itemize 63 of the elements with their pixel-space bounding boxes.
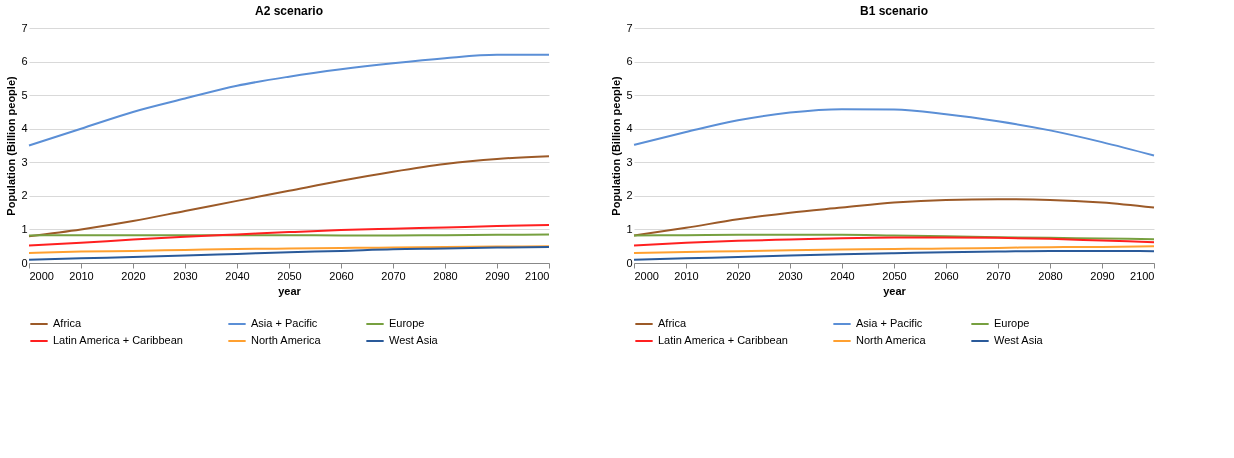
line-series xyxy=(28,245,550,254)
y-tick-label: 4 xyxy=(626,122,633,135)
legend-label: Africa xyxy=(658,317,687,329)
y-tick-label: 1 xyxy=(21,222,28,235)
y-tick-label: 4 xyxy=(21,122,28,135)
x-tick-label: 2030 xyxy=(173,269,198,282)
x-tick-label: 2040 xyxy=(225,269,250,282)
x-tick-label: 2040 xyxy=(830,269,855,282)
x-tick-label: 2060 xyxy=(934,269,959,282)
y-tick-label: 5 xyxy=(21,88,28,101)
x-tick-label: 2010 xyxy=(69,269,94,282)
legend-label: Asia + Pacific xyxy=(856,317,923,329)
y-axis-title: Population (Billion people) xyxy=(5,76,18,216)
x-tick-label: 2010 xyxy=(674,269,699,282)
x-tick-label: 2070 xyxy=(381,269,406,282)
y-tick-label: 3 xyxy=(626,155,633,168)
line-series xyxy=(28,224,550,247)
x-tick-label: 2000 xyxy=(29,269,54,282)
x-tick-label: 2060 xyxy=(329,269,354,282)
legend-label: North America xyxy=(251,334,322,346)
legend-label: Africa xyxy=(53,317,82,329)
chart-title: B1 scenario xyxy=(859,4,929,18)
line-series xyxy=(28,53,550,147)
legend-label: North America xyxy=(856,334,927,346)
x-axis-title: year xyxy=(278,284,302,297)
x-tick-label: 2020 xyxy=(121,269,146,282)
legend-label: Asia + Pacific xyxy=(251,317,318,329)
x-tick-label: 2090 xyxy=(1090,269,1115,282)
x-tick-label: 2050 xyxy=(277,269,302,282)
line-series xyxy=(28,155,550,238)
x-tick-label: 2100 xyxy=(1130,269,1155,282)
line-series xyxy=(633,245,1155,254)
legend-label: West Asia xyxy=(389,334,439,346)
y-tick-label: 2 xyxy=(21,189,28,202)
legend-label: Latin America + Caribbean xyxy=(53,334,183,346)
x-tick-label: 2080 xyxy=(433,269,458,282)
line-series xyxy=(633,108,1155,157)
chart-title: A2 scenario xyxy=(254,4,324,18)
x-tick-label: 2080 xyxy=(1038,269,1063,282)
y-tick-label: 3 xyxy=(21,155,28,168)
y-tick-label: 7 xyxy=(626,21,633,34)
x-axis-title: year xyxy=(883,284,907,297)
legend-label: Europe xyxy=(389,317,425,329)
x-tick-label: 2090 xyxy=(485,269,510,282)
y-tick-label: 6 xyxy=(21,55,28,68)
y-tick-label: 0 xyxy=(626,256,633,269)
legend-label: Latin America + Caribbean xyxy=(658,334,788,346)
legend-label: West Asia xyxy=(994,334,1044,346)
x-tick-label: 2020 xyxy=(726,269,751,282)
x-tick-label: 2000 xyxy=(634,269,659,282)
y-tick-label: 5 xyxy=(626,88,633,101)
line-series xyxy=(633,236,1155,247)
y-tick-label: 6 xyxy=(626,55,633,68)
x-tick-label: 2050 xyxy=(882,269,907,282)
y-tick-label: 2 xyxy=(626,189,633,202)
y-tick-label: 7 xyxy=(21,21,28,34)
y-tick-label: 0 xyxy=(21,256,28,269)
y-axis-title: Population (Billion people) xyxy=(610,76,623,216)
x-tick-label: 2070 xyxy=(986,269,1011,282)
x-tick-label: 2030 xyxy=(778,269,803,282)
legend-label: Europe xyxy=(994,317,1030,329)
x-tick-label: 2100 xyxy=(525,269,550,282)
y-tick-label: 1 xyxy=(626,222,633,235)
